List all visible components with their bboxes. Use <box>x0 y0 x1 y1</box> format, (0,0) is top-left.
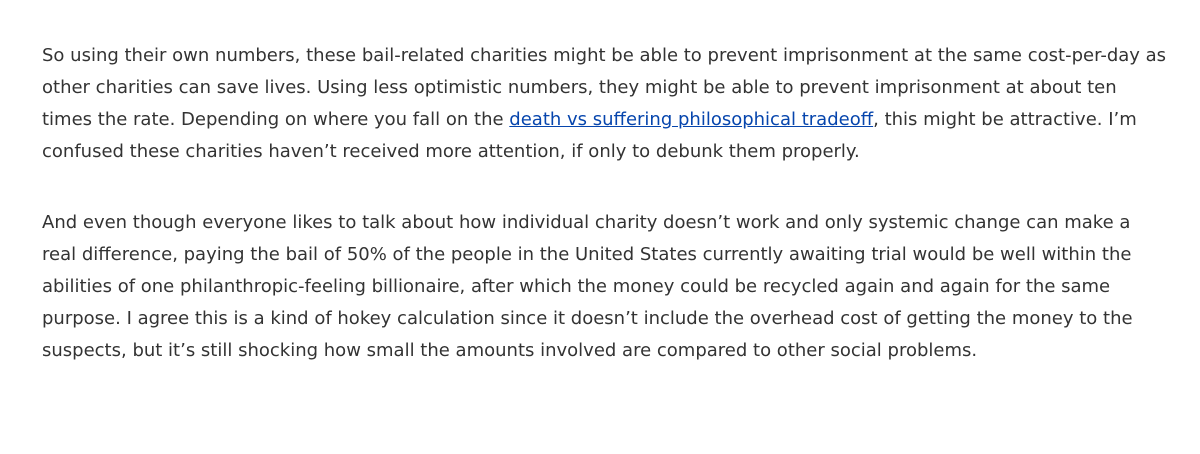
paragraph-1: So using their own numbers, these bail-r… <box>42 40 1167 168</box>
paragraph-2: And even though everyone likes to talk a… <box>42 212 1133 361</box>
paragraph-1-text-after-link: , this might be attractive. I’m confused… <box>42 109 1137 162</box>
paragraph-1-text-before-link: So using their own numbers, these bail-r… <box>42 45 1167 130</box>
article-body: So using their own numbers, these bail-r… <box>42 40 1167 367</box>
death-vs-suffering-link[interactable]: death vs suffering philosophical tradeof… <box>509 109 874 130</box>
